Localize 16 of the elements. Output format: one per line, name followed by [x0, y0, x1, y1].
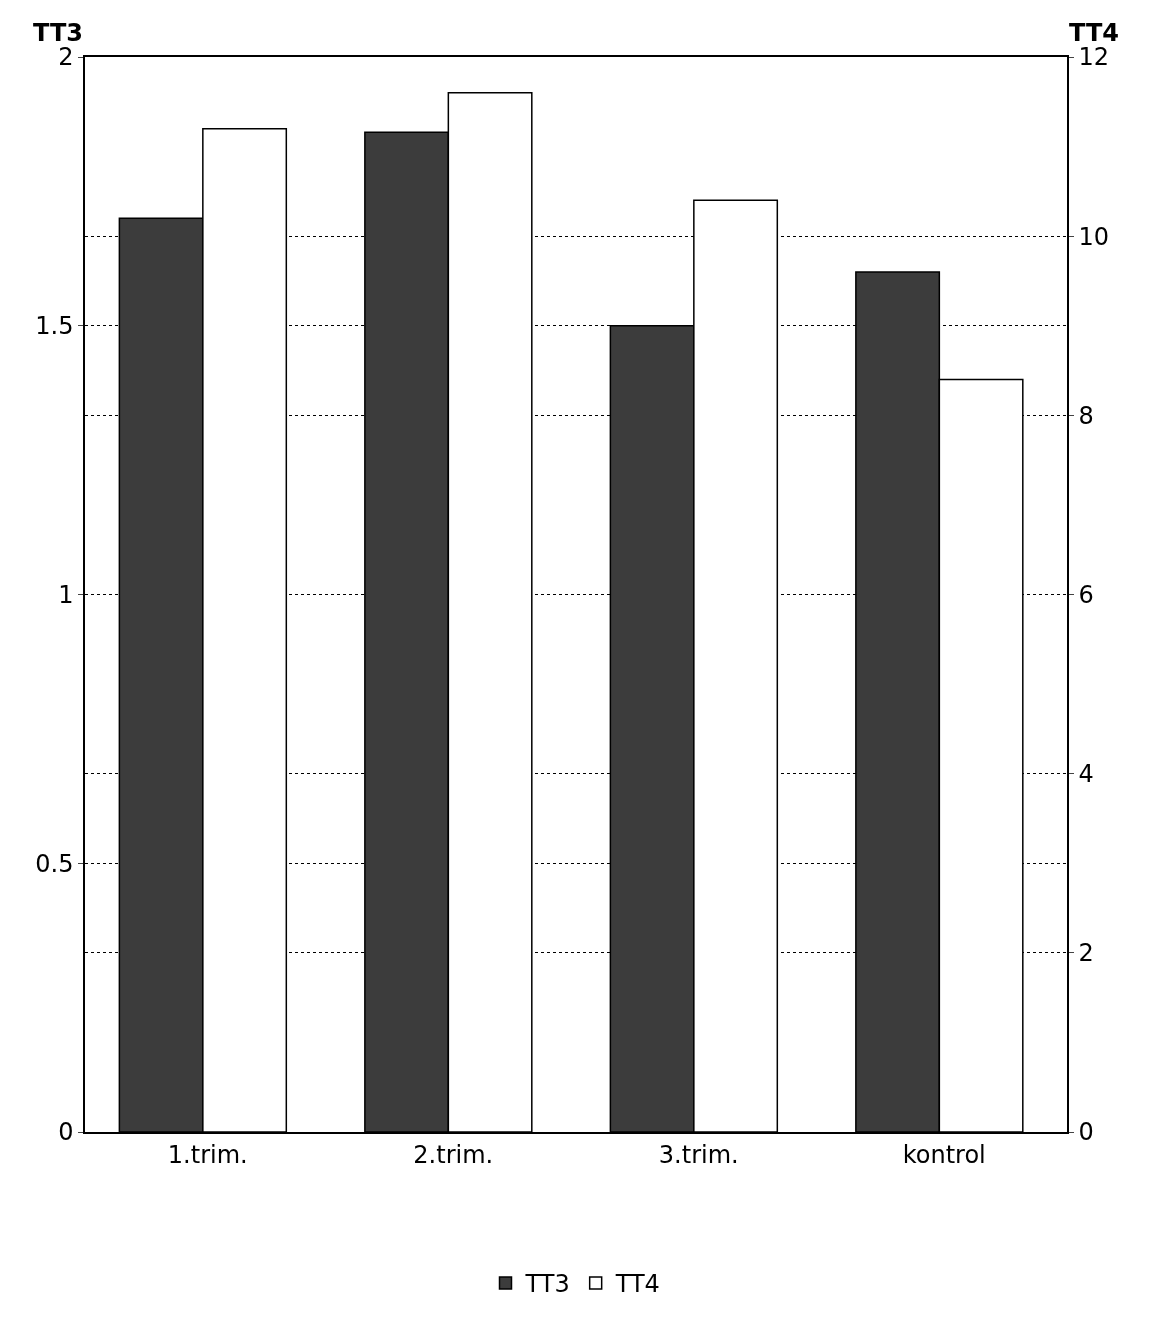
- y-tick-label: 0.5: [35, 849, 74, 878]
- y-tick-label: 1: [58, 580, 74, 609]
- y-tick-label: 0: [58, 1118, 74, 1147]
- x-tick-label: 3.trim.: [658, 1140, 739, 1169]
- y2-tick-label: 8: [1078, 401, 1094, 430]
- x-tick-label: kontrol: [902, 1140, 986, 1169]
- y2-tick-label: 10: [1078, 222, 1110, 251]
- x-tick-label: 2.trim.: [413, 1140, 494, 1169]
- y2-tick-label: 6: [1078, 580, 1094, 609]
- legend-label: TT4: [614, 1270, 660, 1299]
- y2-tick-label: 2: [1078, 939, 1094, 968]
- y2-tick-label: 4: [1078, 760, 1094, 789]
- x-tick-label: 1.trim.: [167, 1140, 248, 1169]
- legend-label: TT3: [524, 1270, 570, 1299]
- y-tick-label: 1.5: [35, 312, 74, 341]
- y2-tick-label: 0: [1078, 1118, 1094, 1147]
